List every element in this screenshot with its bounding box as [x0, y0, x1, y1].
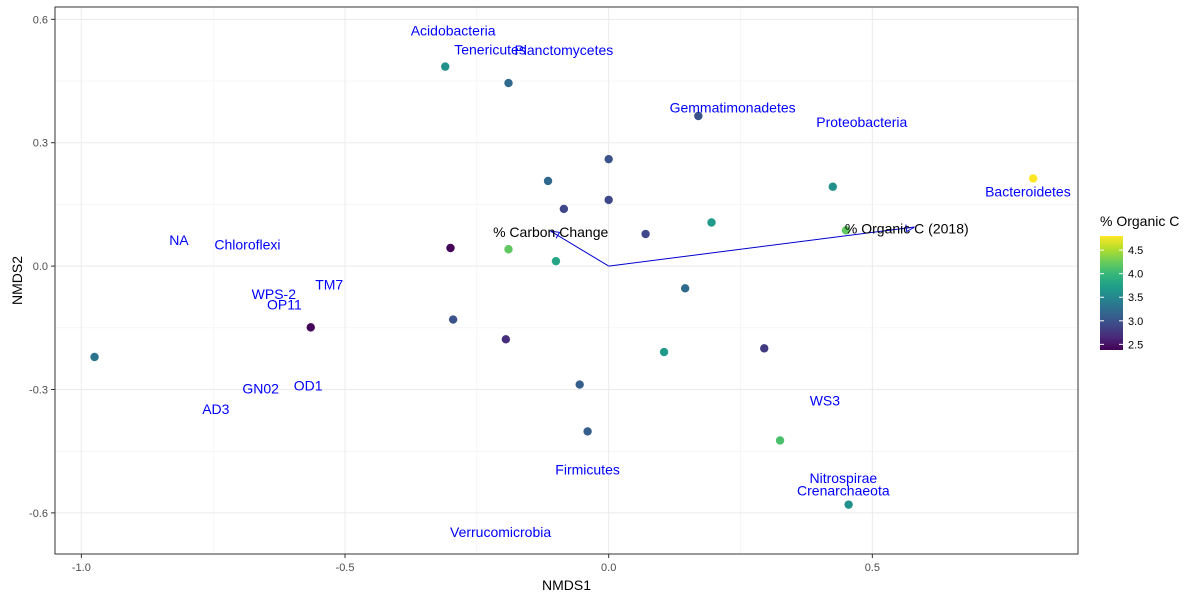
- taxon-label: Bacteroidetes: [985, 183, 1071, 199]
- taxon-label: Gemmatimonadetes: [670, 99, 796, 115]
- legend-colorbar: [1100, 236, 1123, 350]
- data-point: [504, 245, 513, 254]
- grid-lines: [55, 7, 1078, 554]
- data-point: [694, 111, 703, 121]
- y-tick-label: 0.6: [33, 14, 48, 26]
- vector-arrow-line: [550, 230, 609, 267]
- vector-arrow-line: [608, 226, 915, 267]
- legend-tick-label: 2.5: [1128, 339, 1143, 351]
- data-point: [441, 62, 450, 71]
- data-point: [1028, 174, 1038, 183]
- data-point: [828, 182, 837, 191]
- data-point: [604, 195, 613, 205]
- axes: -1.0 -0.5 0.0 0.5 -0.6 -0.3 0.0 0.3 0.6: [29, 14, 880, 574]
- data-point: [583, 427, 592, 436]
- taxon-label: AD3: [202, 401, 229, 417]
- taxon-label: GN02: [242, 380, 279, 396]
- taxon-label: Chloroflexi: [214, 237, 280, 253]
- taxon-label: OD1: [294, 377, 323, 393]
- x-axis-title: NMDS1: [542, 577, 591, 593]
- vector-arrow-head: [550, 230, 561, 239]
- data-point: [641, 229, 650, 239]
- data-point: [306, 323, 315, 332]
- taxon-label: Firmicutes: [555, 462, 620, 478]
- y-tick-label: -0.3: [29, 384, 48, 396]
- data-points: % Carbon Change % Organic C (2018): [90, 62, 1038, 509]
- taxon-label: NA: [169, 232, 189, 248]
- x-tick-label: 0.0: [601, 562, 616, 574]
- taxon-label: OP11: [267, 296, 302, 312]
- data-point: [844, 500, 853, 509]
- data-point: [760, 344, 769, 353]
- legend-title: % Organic C: [1100, 213, 1179, 229]
- taxon-label: Nitrospirae: [809, 470, 877, 486]
- taxon-label: Proteobacteria: [816, 114, 907, 130]
- data-point: [559, 204, 569, 214]
- plot-panel-border: [54, 6, 1079, 555]
- taxon-label: TM7: [315, 277, 343, 293]
- vector-arrow-head: [905, 224, 915, 233]
- vector-arrows: [550, 224, 915, 267]
- data-point: [504, 78, 513, 88]
- taxon-label: WS3: [810, 393, 841, 409]
- data-point: [448, 315, 458, 324]
- y-tick-label: 0.0: [33, 261, 48, 273]
- data-point: [680, 284, 690, 293]
- taxon-label: WPS-2: [252, 286, 297, 302]
- legend-tick-label: 4.0: [1128, 269, 1143, 281]
- data-point: [841, 226, 851, 235]
- x-tick-label: 0.5: [865, 562, 880, 574]
- data-point: [707, 218, 716, 227]
- taxon-label: Crenarchaeota: [797, 483, 890, 499]
- data-point: [501, 335, 511, 344]
- data-point: [543, 176, 553, 186]
- taxon-label: Planctomycetes: [514, 42, 613, 58]
- data-point: [775, 436, 785, 445]
- legend-tick-label: 4.5: [1128, 245, 1143, 257]
- data-point: [575, 380, 584, 389]
- taxon-label: Verrucomicrobia: [450, 524, 551, 540]
- taxon-label: Tenericutes: [454, 41, 526, 57]
- y-axis-title: NMDS2: [9, 256, 25, 305]
- legend-tick-label: 3.5: [1128, 292, 1143, 304]
- vector-label: % Carbon Change: [493, 224, 608, 240]
- data-point: [446, 243, 455, 253]
- y-tick-label: 0.3: [33, 138, 48, 150]
- color-legend: % Organic C 2.5 3.0 3.5 4.0 4.5: [1100, 213, 1179, 351]
- x-tick-label: -1.0: [72, 562, 91, 574]
- x-tick-label: -0.5: [336, 562, 355, 574]
- taxon-label: Acidobacteria: [411, 22, 496, 38]
- legend-tick-label: 3.0: [1128, 316, 1143, 328]
- data-point: [604, 154, 613, 164]
- vector-label: % Organic C (2018): [845, 221, 969, 237]
- data-point: [551, 256, 561, 266]
- data-point: [90, 352, 99, 362]
- data-point: [659, 347, 669, 357]
- y-tick-label: -0.6: [29, 508, 48, 520]
